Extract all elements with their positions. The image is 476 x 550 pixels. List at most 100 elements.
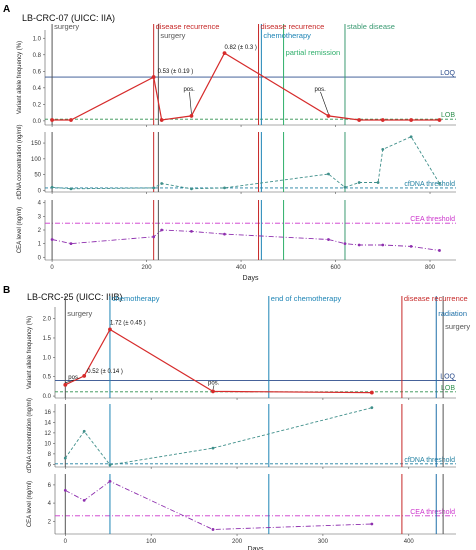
annotation-label: 0.82 (± 0.3 )	[225, 45, 257, 51]
data-point	[211, 389, 215, 394]
subplot-vaf: 0.0 0.2 0.4 0.6 0.8 1.0 Variant allele frequen…	[17, 24, 456, 127]
data-point	[190, 229, 193, 233]
annotation-label: pos.	[183, 87, 195, 93]
data-point	[222, 51, 227, 56]
threshold-label: CEA threshold	[410, 216, 455, 223]
data-point	[357, 118, 362, 122]
data-point	[82, 429, 86, 433]
x-tick-label: 300	[318, 539, 329, 545]
y-tick-label: 1.5	[43, 336, 52, 342]
threshold-label: cfDNA threshold	[404, 181, 455, 188]
annotation-label: 0.52 (± 0.14 )	[87, 369, 123, 375]
data-point	[409, 244, 413, 248]
subplot-vaf: 0.0 0.5 1.0 1.5 2.0 Variant allele frequency …	[27, 296, 456, 400]
annotation-label: 1.72 (± 0.45 )	[110, 320, 146, 326]
data-point	[211, 446, 215, 450]
series-line	[52, 52, 440, 121]
panel-letter: B	[3, 285, 10, 296]
y-tick-label: 4	[48, 501, 52, 507]
data-point	[50, 238, 54, 241]
series-line	[52, 229, 440, 251]
event-label: surgery	[54, 22, 79, 31]
y-tick-label: 0.0	[33, 119, 42, 125]
y-tick-label: 6	[48, 483, 52, 489]
y-axis-label: cfDNA concentration (ng/ml)	[17, 124, 23, 199]
y-tick-label: 1.0	[43, 355, 52, 361]
data-point	[223, 186, 226, 190]
x-tick-label: 0	[64, 539, 68, 545]
event-label: stable disease	[347, 22, 395, 31]
y-tick-label: 10	[44, 441, 51, 447]
event-label: disease recurrence	[156, 22, 220, 31]
data-point	[63, 382, 68, 387]
annotation-label: pos.	[68, 375, 80, 381]
data-point	[343, 242, 347, 246]
event-label: disease recurrence	[261, 22, 325, 31]
data-point	[438, 249, 441, 252]
event-label: chemotherapy	[112, 294, 160, 303]
data-point	[108, 327, 112, 332]
data-point	[370, 406, 374, 410]
y-axis-label: CEA level (ng/ml)	[17, 207, 23, 253]
y-tick-label: 0.4	[33, 86, 42, 92]
y-tick-label: 2.0	[43, 317, 52, 323]
event-label: surgery	[67, 309, 92, 318]
panel-a: A LB-CRC-07 (UICC: IIA) 0.0 0.2 0.4 0.6 0.8 1.0…	[3, 4, 456, 282]
data-point	[63, 488, 67, 492]
y-tick-label: 0.2	[33, 102, 42, 108]
data-point	[159, 118, 164, 122]
data-point	[160, 228, 164, 232]
annotation-label: pos.	[314, 87, 326, 93]
data-point	[151, 75, 156, 79]
x-tick-label: 400	[404, 539, 415, 545]
x-tick-label: 600	[331, 265, 342, 271]
x-tick-label: 0	[50, 265, 54, 271]
threshold-label: LOB	[441, 112, 455, 119]
event-label: disease recurrence	[404, 294, 468, 303]
subplot-cea: 0 1 2 3 4 CEA level (ng/ml) CEA threshold	[17, 200, 456, 262]
x-axis-label: Days	[248, 546, 264, 550]
subplot-cfdna: 6 8 10 12 14 16 cfDNA concentration (ng/ml) cfD…	[27, 398, 456, 473]
y-tick-label: 1.0	[33, 36, 42, 42]
y-tick-label: 1	[38, 242, 42, 248]
data-point	[357, 181, 361, 184]
x-axis-label: Days	[243, 275, 259, 282]
x-tick-label: 400	[236, 265, 247, 271]
data-point	[190, 187, 193, 191]
event-label: partial remission	[286, 48, 341, 57]
y-tick-label: 6	[48, 462, 52, 468]
x-tick-label: 800	[425, 265, 436, 271]
y-tick-label: 0.6	[33, 69, 42, 75]
y-tick-label: 14	[44, 420, 51, 426]
data-point	[409, 118, 414, 122]
y-tick-label: 2	[38, 228, 42, 234]
annotation-pointer	[212, 385, 215, 390]
annotation-label: pos.	[208, 380, 220, 386]
y-tick-label: 2	[48, 519, 52, 525]
data-point	[189, 114, 194, 118]
y-tick-label: 50	[34, 173, 41, 179]
data-point	[327, 238, 330, 241]
threshold-label: LOQ	[440, 70, 455, 77]
event-label: chemotherapy	[263, 31, 311, 40]
x-tick-label: 100	[146, 539, 157, 545]
series-line	[52, 136, 440, 190]
threshold-label: cfDNA threshold	[404, 457, 455, 464]
data-point	[409, 135, 413, 139]
y-axis-label: Variant allele frequency (%)	[17, 41, 23, 114]
data-point	[108, 479, 112, 483]
y-tick-label: 100	[31, 157, 42, 163]
threshold-label: LOQ	[440, 374, 455, 381]
data-point	[357, 243, 361, 247]
data-point	[50, 185, 54, 189]
y-tick-label: 3	[38, 214, 42, 220]
y-tick-label: 12	[44, 431, 51, 437]
y-axis-label: Variant allele frequency (%)	[27, 316, 33, 389]
threshold-label: CEA threshold	[410, 509, 455, 516]
x-tick-label: 200	[232, 539, 243, 545]
y-tick-label: 0	[38, 255, 42, 261]
y-tick-label: 0.5	[43, 375, 52, 381]
event-label: end of chemotherapy	[271, 294, 342, 303]
y-tick-label: 0.0	[43, 394, 52, 400]
